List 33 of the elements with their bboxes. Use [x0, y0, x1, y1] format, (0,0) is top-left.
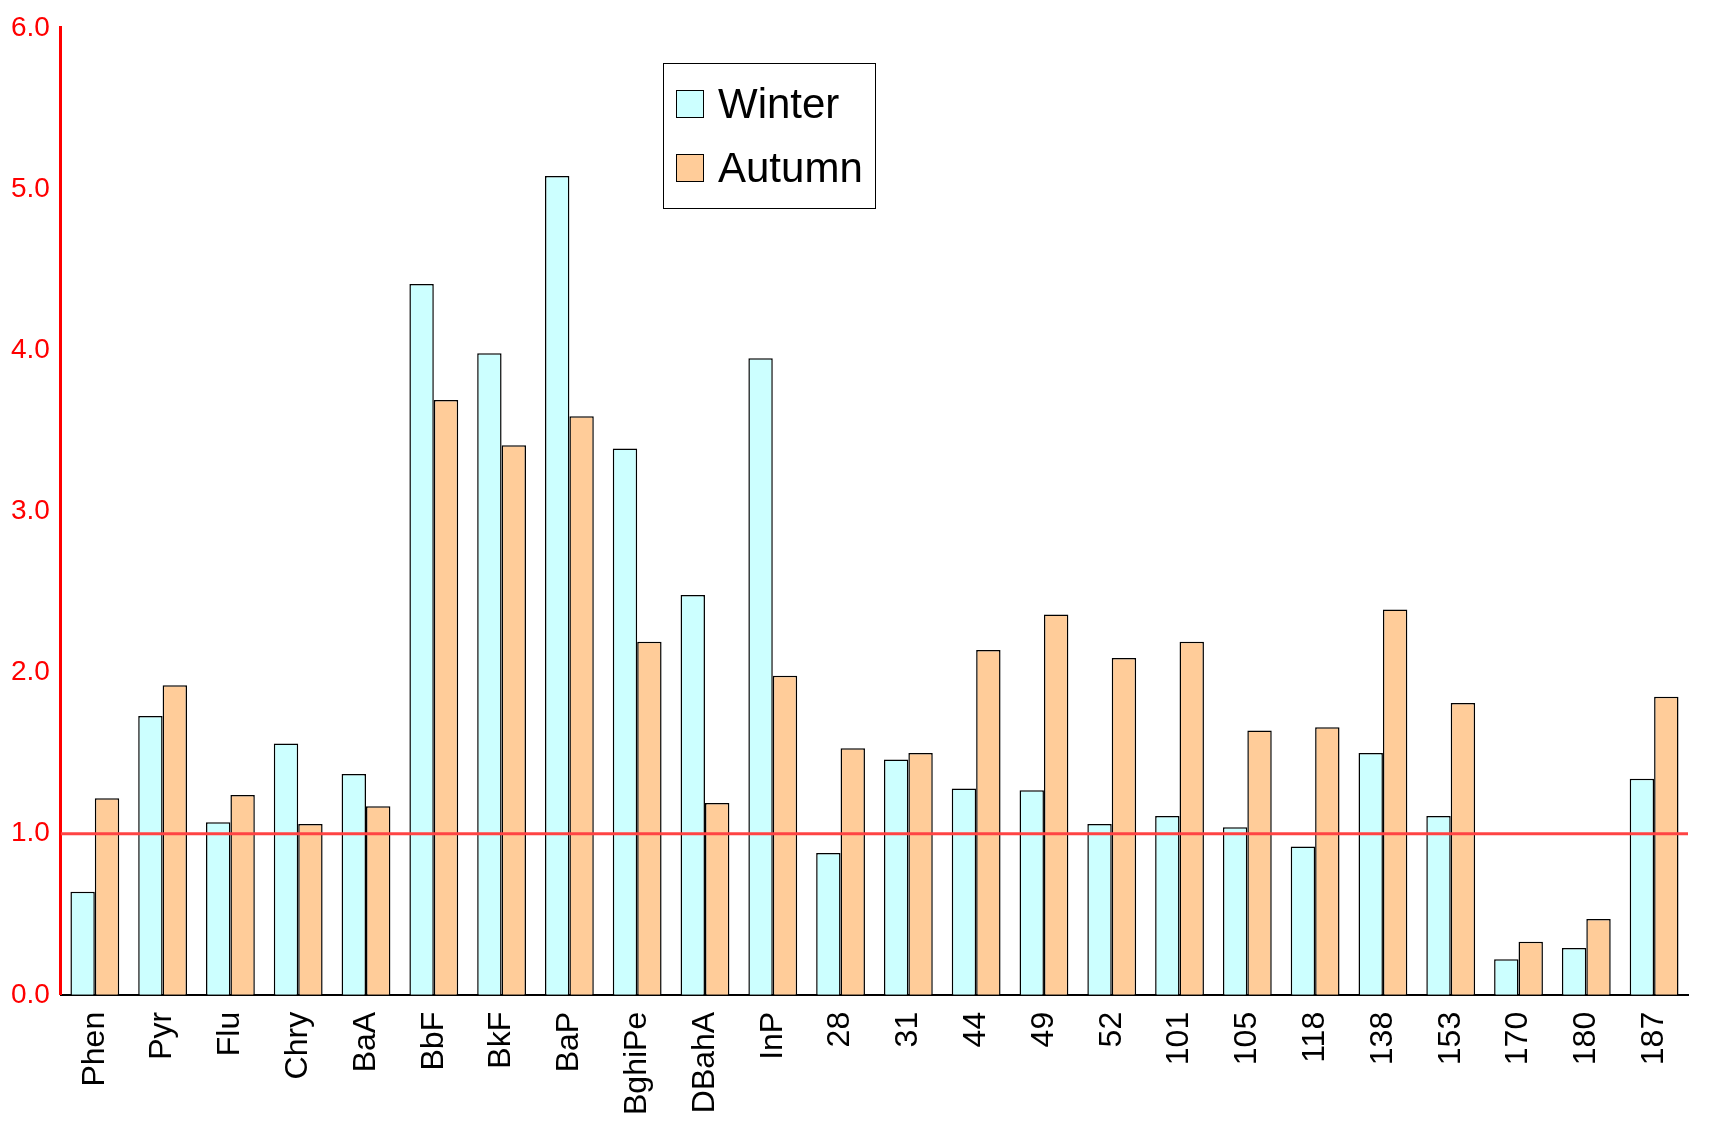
- y-tick-label: 0.0: [10, 977, 50, 1009]
- x-tick-label: 101: [1159, 1011, 1196, 1066]
- x-tick-label: 105: [1227, 1011, 1264, 1066]
- legend-label: Autumn: [718, 143, 863, 193]
- x-tick-label: DBahA: [684, 1011, 721, 1114]
- y-tick-label: 4.0: [10, 332, 50, 364]
- x-tick-label: Chry: [278, 1011, 315, 1080]
- y-tick-label: 6.0: [10, 10, 50, 42]
- x-tick-label: BaA: [345, 1011, 382, 1073]
- x-tick-label: 49: [1023, 1011, 1060, 1048]
- x-tick-label: BbF: [413, 1011, 450, 1071]
- x-tick-label: BkF: [481, 1011, 518, 1069]
- x-tick-label: 180: [1566, 1011, 1603, 1066]
- x-tick-label: Phen: [74, 1011, 111, 1087]
- y-tick-label: 3.0: [10, 494, 50, 526]
- y-tick-label: 5.0: [10, 171, 50, 203]
- x-tick-label: BghiPe: [617, 1011, 654, 1115]
- y-tick-label: 2.0: [10, 655, 50, 687]
- legend-label: Winter: [718, 79, 840, 129]
- x-tick-label: 187: [1633, 1011, 1670, 1066]
- x-tick-label: Pyr: [142, 1011, 179, 1060]
- y-tick-label: 1.0: [10, 816, 50, 848]
- x-tick-label: Flu: [210, 1011, 247, 1057]
- x-tick-label: 118: [1294, 1011, 1331, 1063]
- x-tick-label: 153: [1430, 1011, 1467, 1066]
- x-tick-label: InP: [752, 1011, 789, 1060]
- x-tick-label: 31: [888, 1011, 925, 1048]
- x-tick-label: BaP: [549, 1011, 586, 1073]
- x-tick-label: 44: [955, 1011, 992, 1048]
- x-tick-label: 28: [820, 1011, 857, 1048]
- x-tick-label: 52: [1091, 1011, 1128, 1048]
- x-tick-label: 138: [1362, 1011, 1399, 1066]
- x-tick-label: 170: [1498, 1011, 1535, 1066]
